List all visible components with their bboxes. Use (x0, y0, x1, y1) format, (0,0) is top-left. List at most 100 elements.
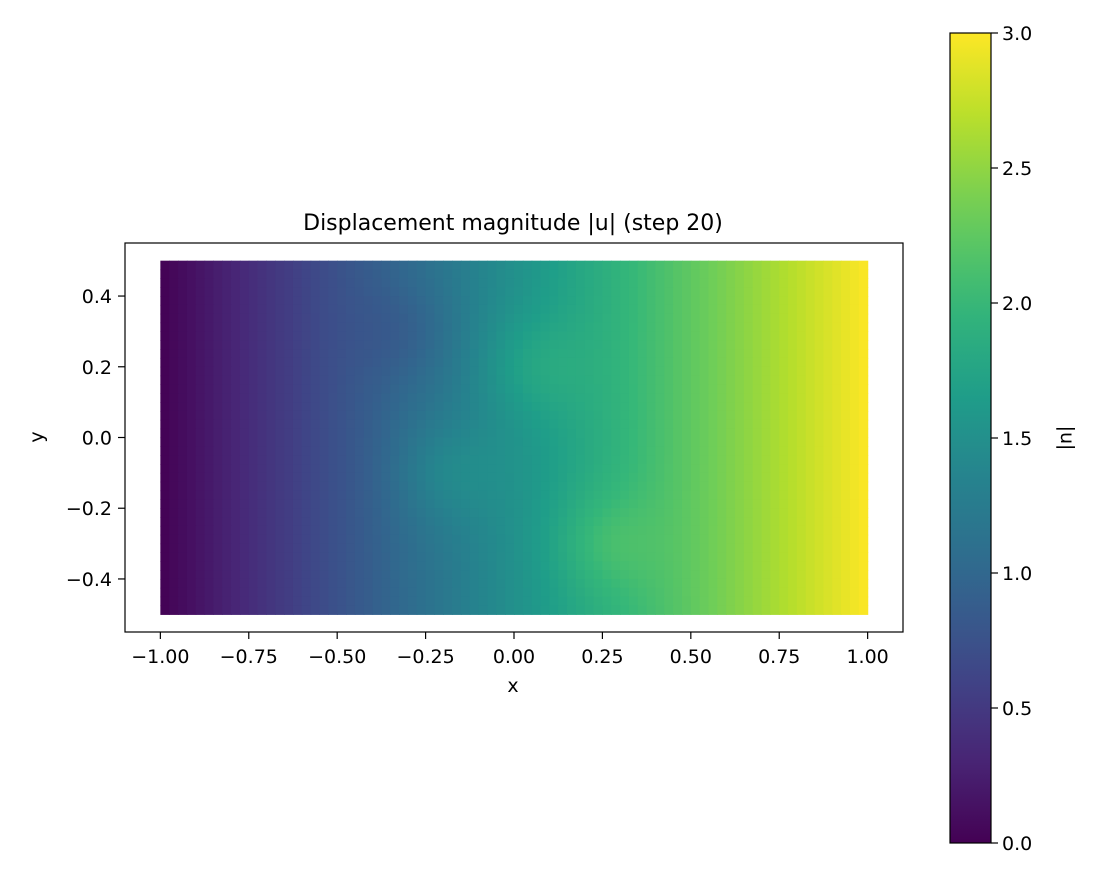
heatmap-cell (637, 464, 648, 474)
heatmap-cell (788, 357, 798, 368)
heatmap-cell (328, 393, 338, 403)
heatmap-cell (416, 472, 427, 483)
heatmap-cell (178, 322, 188, 333)
heatmap-cell (788, 349, 798, 359)
heatmap-cell (540, 534, 550, 545)
heatmap-cell (841, 340, 851, 350)
heatmap-cell (540, 322, 550, 333)
heatmap-cell (611, 570, 621, 580)
heatmap-cell (399, 278, 409, 288)
heatmap-cell (292, 366, 303, 377)
heatmap-cell (319, 552, 329, 562)
heatmap-cell (796, 464, 807, 474)
heatmap-cell (602, 340, 612, 350)
heatmap-cell (434, 596, 444, 607)
heatmap-cell (266, 499, 276, 509)
heatmap-cell (460, 552, 471, 562)
heatmap-cell (346, 517, 356, 527)
heatmap-cell (690, 278, 701, 288)
heatmap-cell (310, 331, 321, 341)
heatmap-cell (522, 490, 533, 500)
heatmap-cell (460, 357, 471, 368)
heatmap-cell (337, 331, 347, 341)
heatmap-cell (231, 578, 241, 589)
heatmap-cell (726, 508, 736, 518)
heatmap-cell (849, 464, 860, 474)
heatmap-cell (231, 490, 241, 500)
heatmap-cell (540, 517, 550, 527)
heatmap-cell (496, 410, 506, 421)
heatmap-cell (593, 561, 604, 571)
heatmap-cell (328, 605, 338, 615)
heatmap-cell (160, 340, 170, 350)
heatmap-cell (832, 517, 842, 527)
heatmap-cell (478, 508, 489, 518)
heatmap-cell (655, 278, 665, 288)
heatmap-cell (761, 508, 771, 518)
heatmap-cell (178, 296, 188, 306)
heatmap-cell (407, 296, 418, 306)
heatmap-cell (292, 322, 303, 333)
heatmap-cell (248, 384, 259, 394)
heatmap-cell (558, 561, 568, 571)
heatmap-cell (717, 517, 727, 527)
heatmap-cell (726, 481, 736, 492)
heatmap-cell (257, 534, 268, 545)
heatmap-cell (452, 543, 462, 554)
heatmap-cell (655, 481, 665, 492)
heatmap-cell (460, 570, 471, 580)
heatmap-cell (841, 578, 851, 589)
heatmap-cell (275, 543, 285, 554)
heatmap-cell (178, 578, 188, 589)
heatmap-cell (796, 287, 807, 297)
heatmap-cell (239, 481, 250, 492)
heatmap-cell (169, 366, 179, 377)
heatmap-cell (310, 552, 321, 562)
heatmap-cell (496, 561, 506, 571)
heatmap-cell (549, 260, 559, 271)
heatmap-cell (664, 357, 674, 368)
heatmap-cell (257, 331, 268, 341)
heatmap-cell (708, 605, 718, 615)
heatmap-cell (275, 596, 285, 607)
heatmap-cell (319, 455, 329, 465)
heatmap-cell (788, 384, 798, 394)
heatmap-cell (213, 349, 223, 359)
heatmap-cell (849, 455, 860, 465)
heatmap-cell (620, 525, 630, 536)
heatmap-cell (735, 260, 745, 271)
heatmap-cell (849, 331, 860, 341)
heatmap-cell (752, 428, 763, 439)
heatmap-cell (681, 587, 692, 598)
heatmap-cell (708, 287, 718, 297)
heatmap-cell (292, 410, 303, 421)
heatmap-cell (514, 481, 524, 492)
heatmap-cell (496, 313, 506, 324)
heatmap-cell (726, 499, 736, 509)
heatmap-cell (584, 428, 595, 439)
heatmap-cell (832, 366, 842, 377)
heatmap-cell (257, 464, 268, 474)
heatmap-cell (531, 481, 542, 492)
heatmap-cell (558, 525, 568, 536)
heatmap-cell (372, 287, 382, 297)
heatmap-cell (832, 570, 842, 580)
heatmap-cell (275, 525, 285, 536)
heatmap-cell (301, 525, 312, 536)
heatmap-cell (690, 375, 701, 386)
heatmap-cell (522, 464, 533, 474)
heatmap-cell (469, 287, 480, 297)
heatmap-cell (178, 472, 188, 483)
heatmap-cell (178, 570, 188, 580)
heatmap-cell (425, 543, 436, 554)
heatmap-cell (858, 446, 869, 456)
heatmap-cell (655, 596, 665, 607)
heatmap-cell (584, 455, 595, 465)
heatmap-cell (655, 437, 665, 447)
heatmap-cell (690, 517, 701, 527)
heatmap-cell (531, 384, 542, 394)
heatmap-cell (425, 605, 436, 615)
heatmap-cell (841, 296, 851, 306)
heatmap-cell (637, 357, 648, 368)
heatmap-cell (646, 578, 657, 589)
